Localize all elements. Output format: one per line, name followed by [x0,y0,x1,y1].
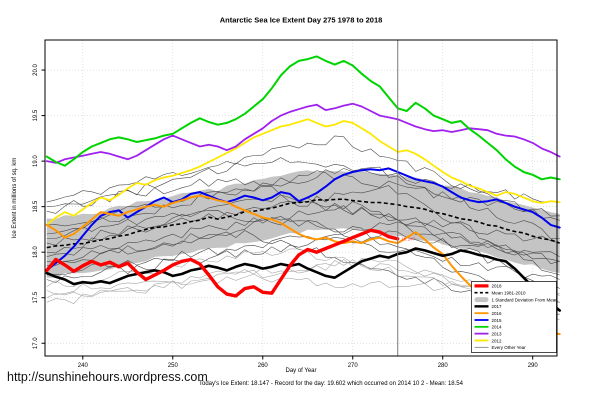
background-year-line [46,216,560,303]
legend-entry: 2016 [474,311,503,316]
chart-title: Antarctic Sea Ice Extent Day 275 1978 to… [219,15,383,25]
legend-label: 2014 [492,325,503,330]
series-2014-line [45,55,561,181]
plot-border [44,39,558,357]
background-year-line [46,166,560,240]
legend-label: 1 Standard Deviation From Mean [492,297,559,302]
current-value-label: 18.147 [401,236,415,241]
mean-line [46,198,560,249]
series-2018-line [45,228,400,298]
y-tick-label: 18.5 [33,200,39,212]
legend-label: 2012 [492,338,503,343]
y-tick-label: 17.0 [33,337,39,349]
legend-label: 2016 [492,311,503,316]
legend-entry: 2012 [474,338,503,343]
y-tick-label: 17.5 [33,291,39,303]
x-tick-label: 250 [168,363,179,369]
y-tick-label: 18.0 [33,246,39,258]
legend-label: 2017 [492,304,503,309]
series-2012-line [45,118,561,226]
background-year-line [46,209,560,257]
x-tick-label: 280 [438,363,449,369]
footer-stats: Today's Ice Extent: 18.147 - Record for … [199,381,463,387]
y-tick-label: 20.0 [33,64,39,76]
legend-entry: 1 Standard Deviation From Mean [474,297,559,303]
legend-band-swatch [474,297,489,303]
legend-label: 2015 [492,318,503,323]
legend-entry: 2017 [474,304,503,309]
series-2017-line [45,247,562,312]
series-2013-line [45,102,561,164]
legend-entry: Every Other Year [474,345,527,350]
legend-label: 2018 [492,284,503,289]
x-tick-label: 240 [78,363,89,369]
axes: 240 250 260 270 280 290 17.0 17.5 18.0 18.5 19.0 19… [33,39,558,369]
y-axis-label: Ice Extent in millions of sq. km [12,157,18,239]
y-tick-label: 19.0 [33,155,39,167]
legend-entry: 2014 [474,325,503,330]
legend-label: Every Other Year [492,345,527,350]
legend-label: Mean 1981-2010 [492,291,527,296]
legend-entry: 2018 [474,284,503,289]
std-dev-band [46,170,560,278]
site-url: http://sunshinehours.wordpress.com [7,370,208,384]
legend-entry: 2015 [474,318,503,323]
legend-entry: Mean 1981-2010 [474,291,527,296]
legend-entry: 2013 [474,331,503,336]
y-tick-label: 19.5 [33,109,39,121]
x-tick-label: 270 [348,363,359,369]
x-tick-label: 260 [258,363,269,369]
series-2015-line [45,167,561,272]
legend-label: 2013 [492,331,503,336]
x-tick-label: 290 [528,363,539,369]
x-axis-label: Day of Year [285,368,317,374]
background-year-line [46,201,560,289]
background-year-line [46,194,560,254]
